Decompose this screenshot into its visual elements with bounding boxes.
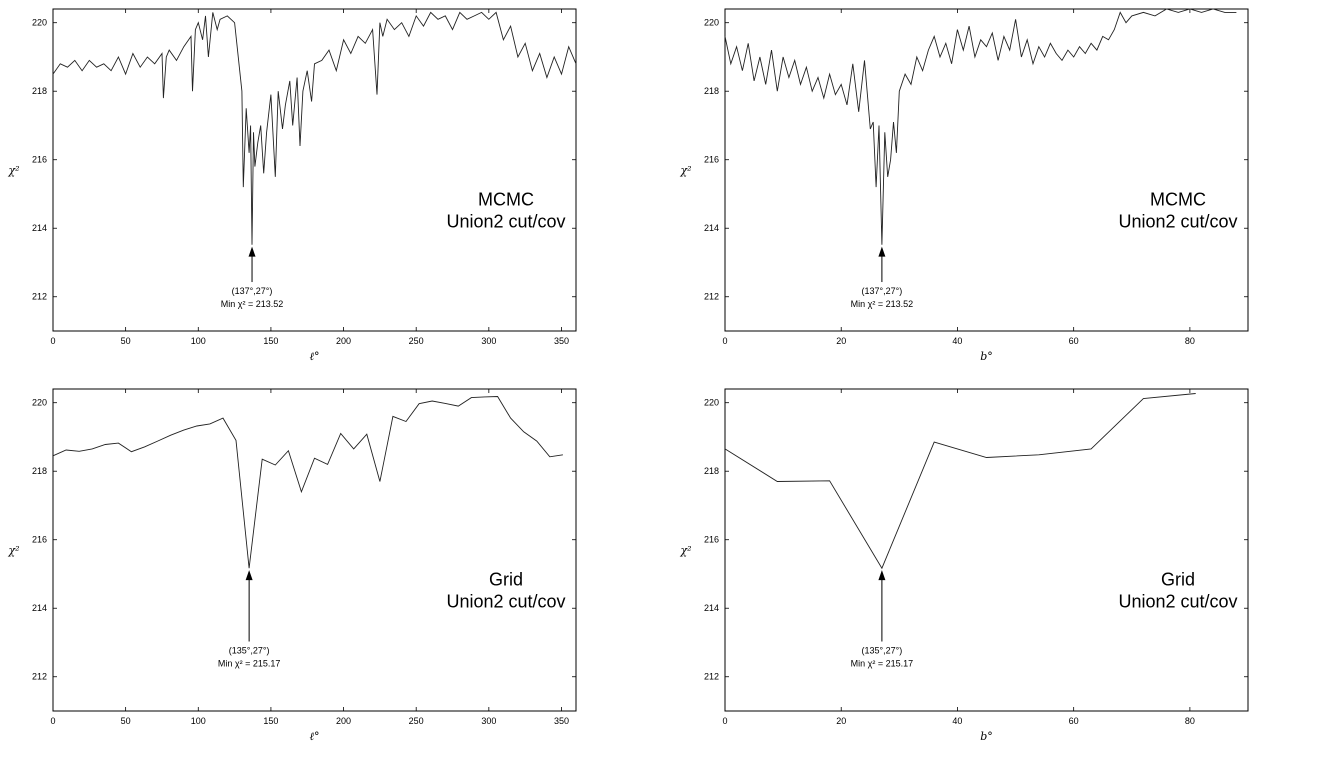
y-tick-label: 220 (704, 398, 719, 408)
x-axis-label: ℓ° (309, 730, 319, 743)
y-tick-label: 214 (704, 223, 719, 233)
x-tick-label: 0 (50, 716, 55, 726)
y-tick-label: 212 (704, 672, 719, 682)
x-tick-label: 350 (554, 336, 569, 346)
chi2-series-line (724, 8, 1237, 245)
y-tick-label: 214 (32, 603, 47, 613)
y-tick-label: 216 (32, 155, 47, 165)
chi2-series-line (52, 11, 577, 245)
x-tick-label: 50 (121, 336, 131, 346)
y-tick-label: 212 (704, 292, 719, 302)
plot-frame (52, 8, 577, 332)
y-axis-label: χ² (7, 544, 19, 557)
in-plot-label: Grid (489, 569, 523, 589)
chi2-series-line (52, 396, 563, 569)
x-axis-label: b° (980, 350, 993, 363)
chart-panel-grid-b: 0 20 40 60 80 212 214 216 218 220 b° χ² (135°,27°) Mi… (672, 380, 1317, 760)
y-tick-label: 214 (704, 603, 719, 613)
x-tick-label: 200 (336, 336, 351, 346)
y-tick-label: 216 (32, 535, 47, 545)
annotation-min: Min χ² = 213.52 (221, 299, 284, 309)
x-axis-label: b° (980, 730, 993, 743)
y-tick-label: 220 (32, 398, 47, 408)
x-tick-label: 300 (481, 716, 496, 726)
annotation-arrowhead (245, 570, 253, 581)
annotation-min: Min χ² = 213.52 (851, 299, 914, 309)
y-axis-label: χ² (679, 544, 691, 557)
y-tick-label: 212 (32, 292, 47, 302)
x-tick-label: 0 (722, 716, 727, 726)
in-plot-label: Union2 cut/cov (446, 211, 565, 231)
x-axis-label: ℓ° (309, 350, 319, 363)
x-tick-label: 60 (1069, 336, 1079, 346)
x-tick-label: 40 (952, 336, 962, 346)
in-plot-label: Grid (1161, 569, 1195, 589)
annotation-arrowhead (878, 570, 886, 581)
y-tick-label: 218 (704, 86, 719, 96)
annotation-arrowhead (248, 246, 256, 257)
annotation-min: Min χ² = 215.17 (218, 658, 281, 668)
plot-frame (52, 388, 577, 712)
y-tick-label: 218 (32, 466, 47, 476)
y-tick-label: 218 (704, 466, 719, 476)
annotation-arrowhead (878, 246, 886, 257)
annotation-coords: (135°,27°) (862, 645, 903, 655)
x-tick-label: 60 (1069, 716, 1079, 726)
x-tick-label: 20 (836, 336, 846, 346)
x-tick-label: 80 (1185, 716, 1195, 726)
y-tick-label: 218 (32, 86, 47, 96)
x-tick-label: 150 (263, 716, 278, 726)
x-tick-label: 200 (336, 716, 351, 726)
chart-svg: 0 50 100 150 200 250 300 350 212 214 216 218 220 ℓ° χ²… (7, 8, 577, 363)
x-tick-label: 40 (952, 716, 962, 726)
annotation-coords: (137°,27°) (232, 286, 273, 296)
chart-svg: 0 20 40 60 80 212 214 216 218 220 b° χ² (135°,27°) Mi… (679, 388, 1249, 743)
y-axis-label: χ² (7, 164, 19, 177)
in-plot-label: Union2 cut/cov (1118, 211, 1237, 231)
plot-frame (724, 8, 1249, 332)
x-tick-label: 250 (409, 336, 424, 346)
y-tick-label: 220 (32, 18, 47, 28)
x-tick-label: 50 (121, 716, 131, 726)
chart-panel-mcmc-b: 0 20 40 60 80 212 214 216 218 220 b° χ² (137°,27°) Mi… (672, 0, 1317, 380)
y-tick-label: 212 (32, 672, 47, 682)
annotation-coords: (135°,27°) (229, 645, 270, 655)
x-tick-label: 100 (191, 716, 206, 726)
plot-frame (724, 388, 1249, 712)
in-plot-label: MCMC (478, 189, 534, 209)
x-tick-label: 300 (481, 336, 496, 346)
chart-panel-mcmc-l: 0 50 100 150 200 250 300 350 212 214 216 218 220 ℓ° χ²… (0, 0, 645, 380)
y-tick-label: 220 (704, 18, 719, 28)
annotation-coords: (137°,27°) (862, 286, 903, 296)
chart-svg: 0 20 40 60 80 212 214 216 218 220 b° χ² (137°,27°) Mi… (679, 8, 1249, 363)
x-tick-label: 150 (263, 336, 278, 346)
chi2-series-line (724, 393, 1196, 570)
x-tick-label: 80 (1185, 336, 1195, 346)
x-tick-label: 350 (554, 716, 569, 726)
chart-svg: 0 50 100 150 200 250 300 350 212 214 216 218 220 ℓ° χ²… (7, 388, 577, 743)
in-plot-label: MCMC (1150, 189, 1206, 209)
y-tick-label: 216 (704, 535, 719, 545)
in-plot-label: Union2 cut/cov (1118, 591, 1237, 611)
x-tick-label: 20 (836, 716, 846, 726)
x-tick-label: 100 (191, 336, 206, 346)
x-tick-label: 250 (409, 716, 424, 726)
chart-panel-grid-l: 0 50 100 150 200 250 300 350 212 214 216 218 220 ℓ° χ²… (0, 380, 645, 760)
annotation-min: Min χ² = 215.17 (851, 658, 914, 668)
x-tick-label: 0 (50, 336, 55, 346)
y-axis-label: χ² (679, 164, 691, 177)
in-plot-label: Union2 cut/cov (446, 591, 565, 611)
x-tick-label: 0 (722, 336, 727, 346)
y-tick-label: 214 (32, 223, 47, 233)
y-tick-label: 216 (704, 155, 719, 165)
